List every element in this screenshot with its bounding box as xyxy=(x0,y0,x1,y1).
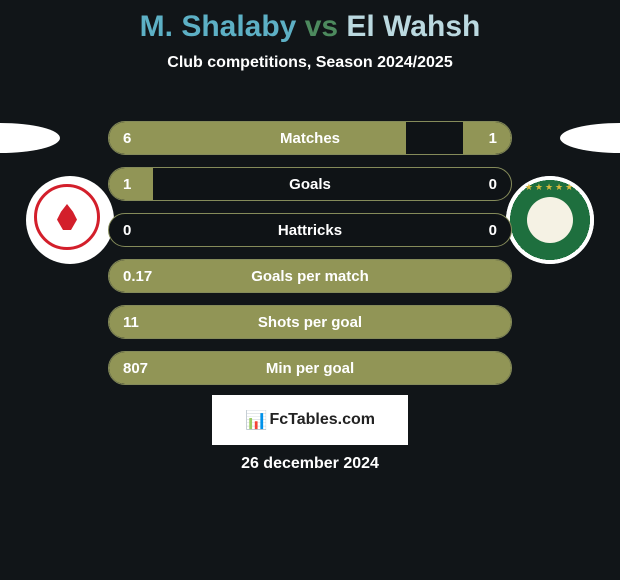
stat-row: 10Goals xyxy=(108,167,512,201)
player1-name: M. Shalaby xyxy=(140,10,297,43)
vs-separator: vs xyxy=(296,10,346,43)
branding-text: FcTables.com xyxy=(269,411,375,429)
date-label: 26 december 2024 xyxy=(0,455,620,473)
stat-label: Shots per goal xyxy=(109,306,511,338)
stat-row: 61Matches xyxy=(108,121,512,155)
player1-avatar-placeholder xyxy=(0,123,60,153)
branding-badge: 📊 FcTables.com xyxy=(212,395,408,445)
team-right-logo xyxy=(506,176,594,264)
stat-label: Hattricks xyxy=(109,214,511,246)
stat-row: 00Hattricks xyxy=(108,213,512,247)
stats-bars: 61Matches 10Goals 00Hattricks 0.17Goals per… xyxy=(108,121,512,397)
stat-label: Min per goal xyxy=(109,352,511,384)
stat-label: Goals xyxy=(109,168,511,200)
zamalek-crest-icon xyxy=(34,184,100,250)
player2-name: El Wahsh xyxy=(346,10,480,43)
chart-icon: 📊 xyxy=(245,410,267,431)
comparison-title: M. Shalaby vs El Wahsh xyxy=(0,0,620,44)
stat-label: Goals per match xyxy=(109,260,511,292)
stat-row: 11Shots per goal xyxy=(108,305,512,339)
team-left-logo xyxy=(26,176,114,264)
ittihad-crest-icon xyxy=(506,176,594,264)
subtitle: Club competitions, Season 2024/2025 xyxy=(0,54,620,72)
player2-avatar-placeholder xyxy=(560,123,620,153)
stat-row: 0.17Goals per match xyxy=(108,259,512,293)
stat-row: 807Min per goal xyxy=(108,351,512,385)
stat-label: Matches xyxy=(109,122,511,154)
